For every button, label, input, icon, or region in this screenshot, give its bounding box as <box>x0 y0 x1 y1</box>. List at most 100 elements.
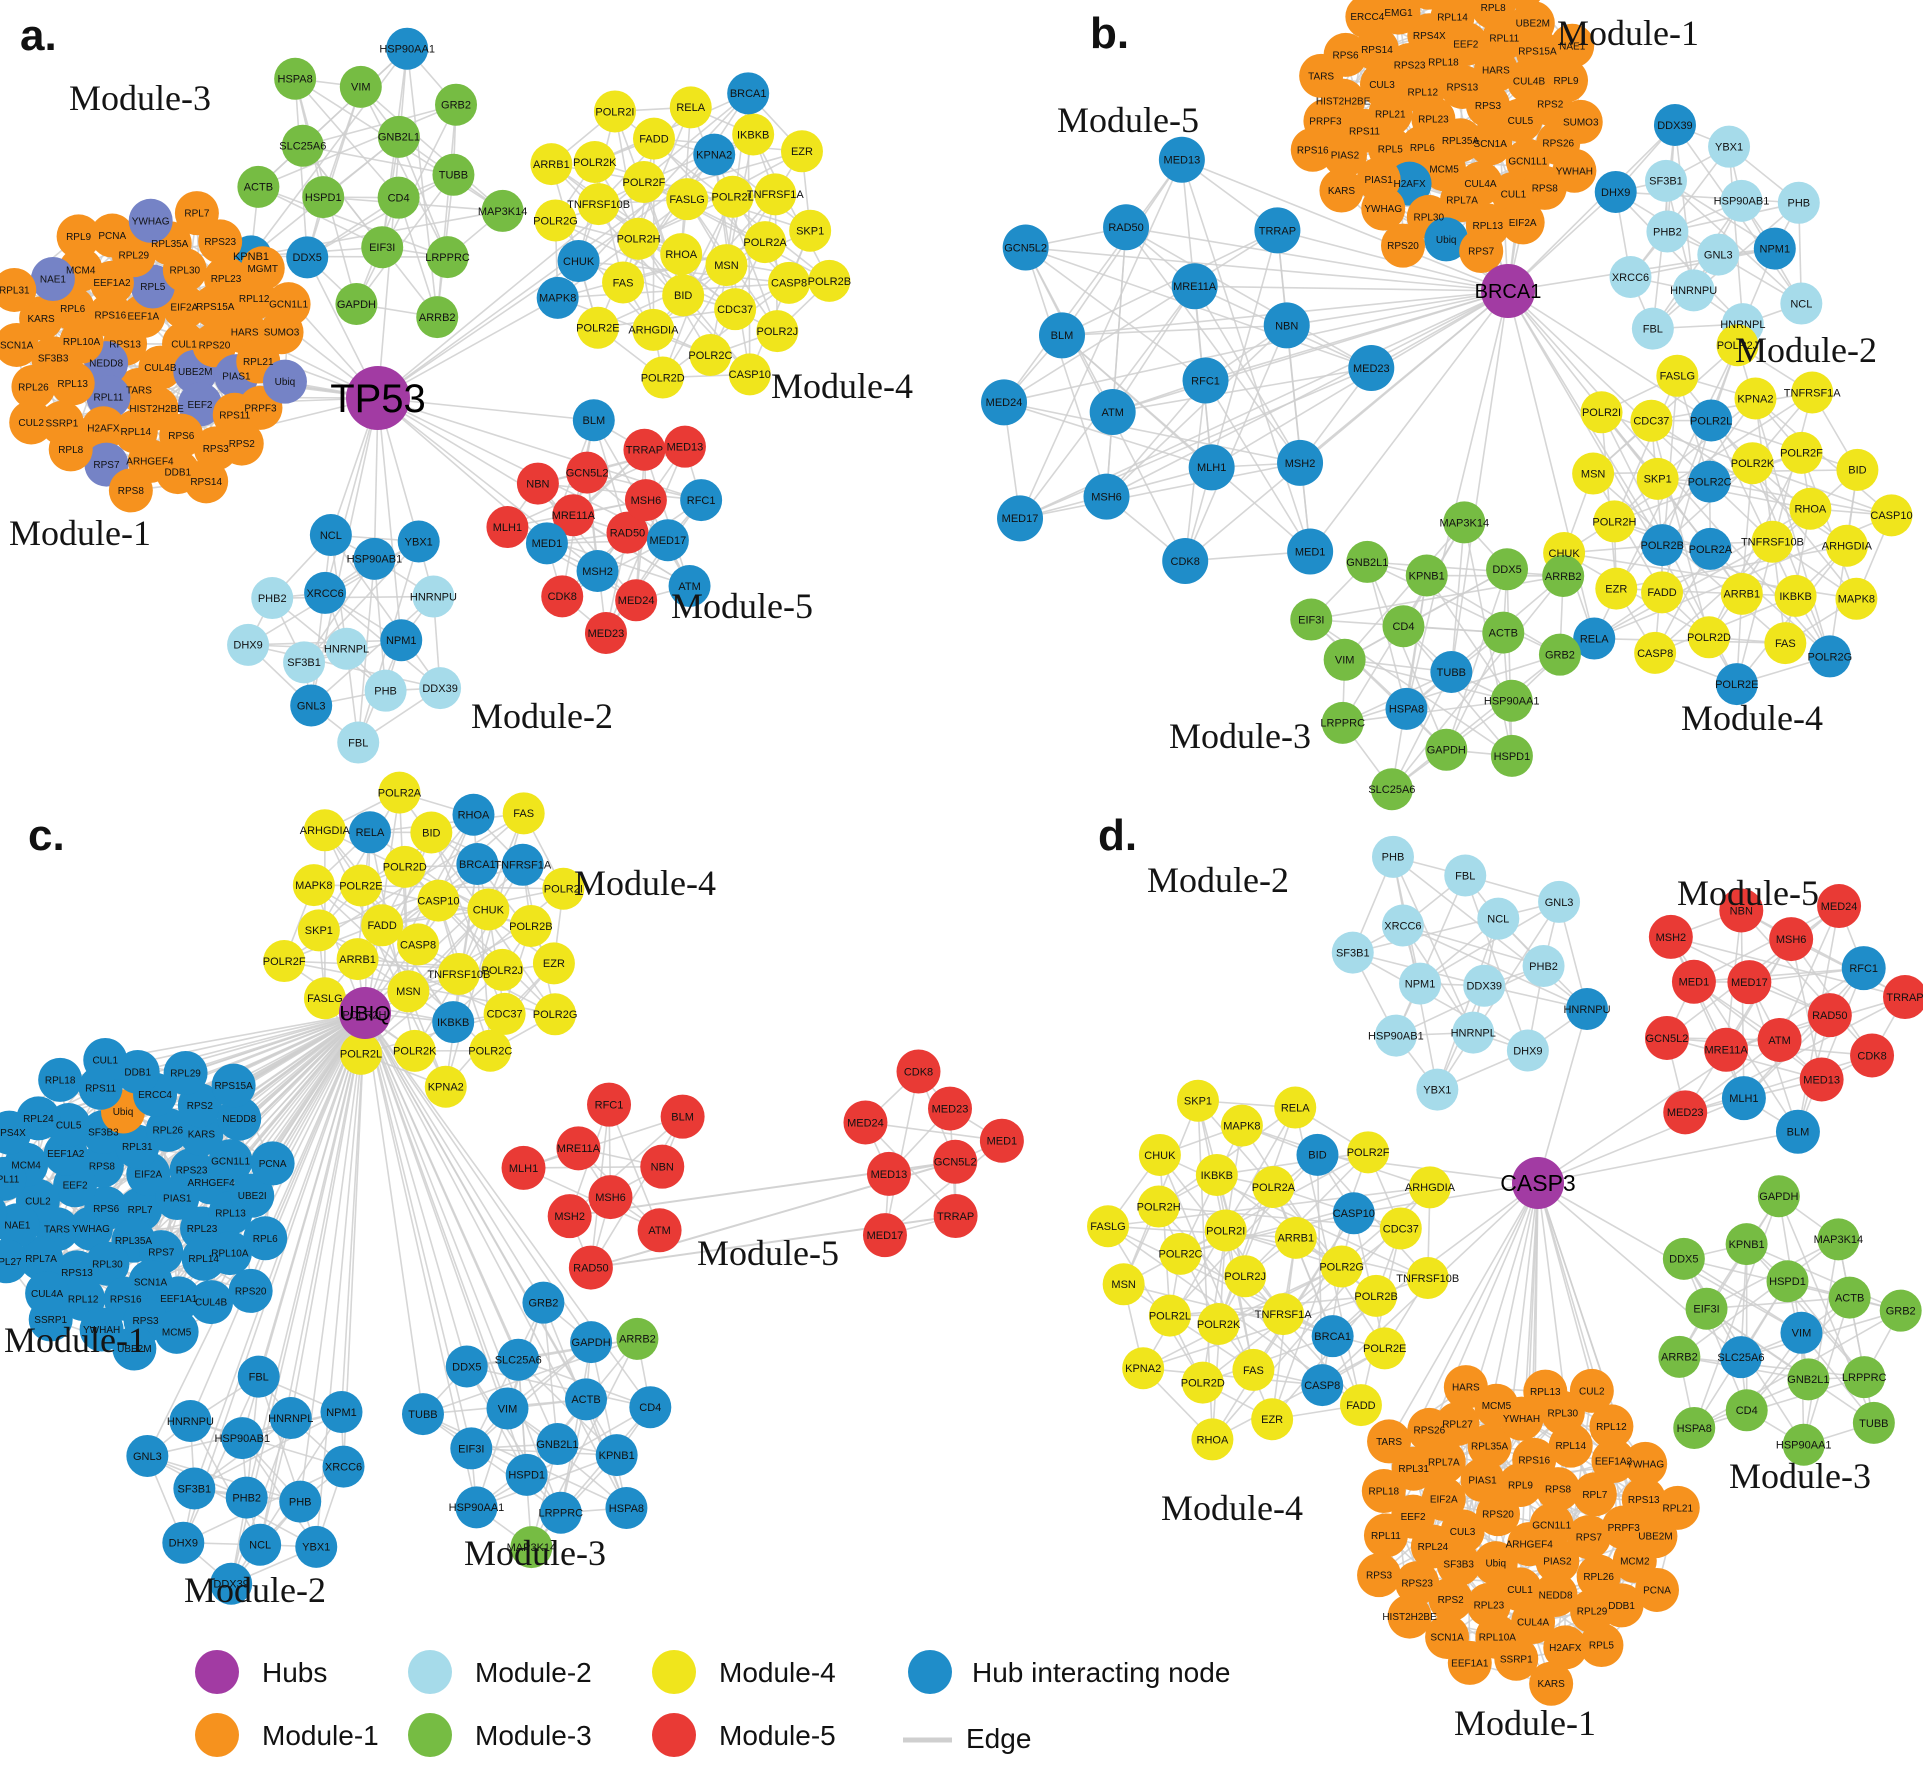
node-label: RPS13 <box>61 1268 93 1279</box>
node-label: MED1 <box>532 538 563 550</box>
module-label: Module-1 <box>1454 1703 1596 1743</box>
node-label: TNFRSF10B <box>567 199 630 211</box>
node-Ubiq <box>1424 217 1469 262</box>
node-GAPDH <box>335 282 378 325</box>
node-label: HSPA8 <box>1389 704 1424 716</box>
node-label: HSPD1 <box>508 1470 545 1482</box>
node-RPL27 <box>0 1239 29 1284</box>
node-POLR2I <box>1204 1209 1247 1252</box>
node-CDC37 <box>483 992 526 1035</box>
hub-edge <box>1003 290 1509 404</box>
node-HNRNPU <box>1672 269 1715 312</box>
node-MSH2 <box>1277 439 1324 486</box>
node-label: RPS13 <box>1447 82 1479 93</box>
hub-edge <box>1184 290 1509 562</box>
node-ATM <box>1757 1017 1802 1062</box>
node-label: MCM2 <box>1620 1556 1650 1567</box>
node-MED23 <box>927 1086 972 1131</box>
node-label: EEF1A2 <box>93 278 131 289</box>
node-YBX1 <box>1708 125 1751 168</box>
node-label: YWHAH <box>1503 1414 1540 1425</box>
node-label: EEF1A1 <box>160 1294 198 1305</box>
node-label: HNRNPU <box>1670 285 1717 297</box>
node-TNFRSF1A <box>1262 1293 1305 1336</box>
node-label: RELA <box>356 827 385 839</box>
node-TUBB <box>401 1393 444 1436</box>
node-POLR2F <box>622 161 665 204</box>
edge <box>1600 412 1618 589</box>
node-Ubiq <box>262 359 307 404</box>
node-CHUK <box>557 240 600 283</box>
node-label: CUL2 <box>25 1196 51 1207</box>
node-HSP90AA1 <box>1490 679 1533 722</box>
node-SSRP1 <box>28 1297 73 1342</box>
edge <box>1684 1054 1873 1114</box>
node-EEF1A1 <box>1410 0 1447 10</box>
node-label: RPL13 <box>215 1208 246 1219</box>
node-label: RPS20 <box>235 1286 267 1297</box>
node-EZR <box>1251 1398 1294 1441</box>
node-TUBB <box>1430 650 1473 693</box>
node-PIAS2 <box>1535 1538 1580 1583</box>
panel-d: DDX39 NPM1 NCL HNRNPL XRCC6 PHB2 HSP90AB1 FBL DH… <box>1087 811 1923 1743</box>
node-POLR2E <box>1715 663 1758 706</box>
node-label: MAP3K14 <box>478 206 528 218</box>
node-label: RHOA <box>458 810 490 822</box>
hub-edge <box>289 1012 366 1419</box>
node-YWHAG <box>1361 186 1406 231</box>
node-label: NPM1 <box>326 1407 357 1419</box>
node-label: RPL7 <box>128 1205 153 1216</box>
node-MSN <box>705 244 748 287</box>
node-label: RPL9 <box>1554 76 1579 87</box>
node-label: GNL3 <box>1545 897 1574 909</box>
node-label: ATM <box>1768 1035 1790 1047</box>
node-label: KPNA2 <box>696 149 732 161</box>
hub-edge <box>364 1012 618 1456</box>
node-DDX5 <box>286 236 329 279</box>
node-YWHAG <box>69 1206 114 1251</box>
node-MAP3K14 <box>481 189 524 232</box>
node-label: RPL5 <box>1589 1641 1614 1652</box>
node-label: TARS <box>126 385 152 396</box>
node-label: FBL <box>1643 323 1663 335</box>
node-HSPD1 <box>505 1453 548 1496</box>
node-ARRB1 <box>1274 1216 1317 1259</box>
node-label: CDC37 <box>1633 416 1669 428</box>
node-GNL3 <box>1538 880 1581 923</box>
node-RHOA <box>660 233 703 276</box>
node-BLM <box>1775 1109 1820 1154</box>
node-label: RPL7A <box>1428 1457 1460 1468</box>
node-RPS2 <box>219 421 264 466</box>
hub-edge <box>377 92 749 399</box>
edge <box>1061 324 1287 337</box>
node-SLC25A6 <box>1719 1336 1762 1379</box>
node-label: MSH2 <box>1656 932 1687 944</box>
node-label: MLH1 <box>1729 1093 1758 1105</box>
node-label: Ubiq <box>113 1107 134 1118</box>
node-ATM <box>668 565 711 608</box>
node-DHX9 <box>1506 1029 1549 1072</box>
node-label: RPL14 <box>120 427 151 438</box>
node-FAS <box>602 261 645 304</box>
node-label: EZR <box>791 146 813 158</box>
edge <box>1204 380 1311 552</box>
node-label: RPS2 <box>187 1101 214 1112</box>
node-label: HARS <box>1482 66 1510 77</box>
edge <box>1450 522 1466 673</box>
node-label: RPS8 <box>1545 1485 1572 1496</box>
node-label: SCN1A <box>1430 1632 1464 1643</box>
edge <box>1592 472 1786 644</box>
node-HNRNPL <box>325 627 368 670</box>
node-label: BID <box>1308 1150 1326 1162</box>
node-label: GNB2L1 <box>536 1439 578 1451</box>
node-label: RAD50 <box>1108 222 1143 234</box>
node-label: ARRB2 <box>1545 571 1582 583</box>
node-label: PIAS1 <box>163 1194 192 1205</box>
edge <box>537 483 637 601</box>
node-RELA <box>669 86 712 129</box>
node-label: RPL31 <box>0 285 30 296</box>
hub-edge <box>1125 226 1509 292</box>
node-label: RPL29 <box>170 1069 201 1080</box>
node-label: TNFRSF1A <box>747 189 805 201</box>
node-label: BLM <box>1051 330 1074 342</box>
